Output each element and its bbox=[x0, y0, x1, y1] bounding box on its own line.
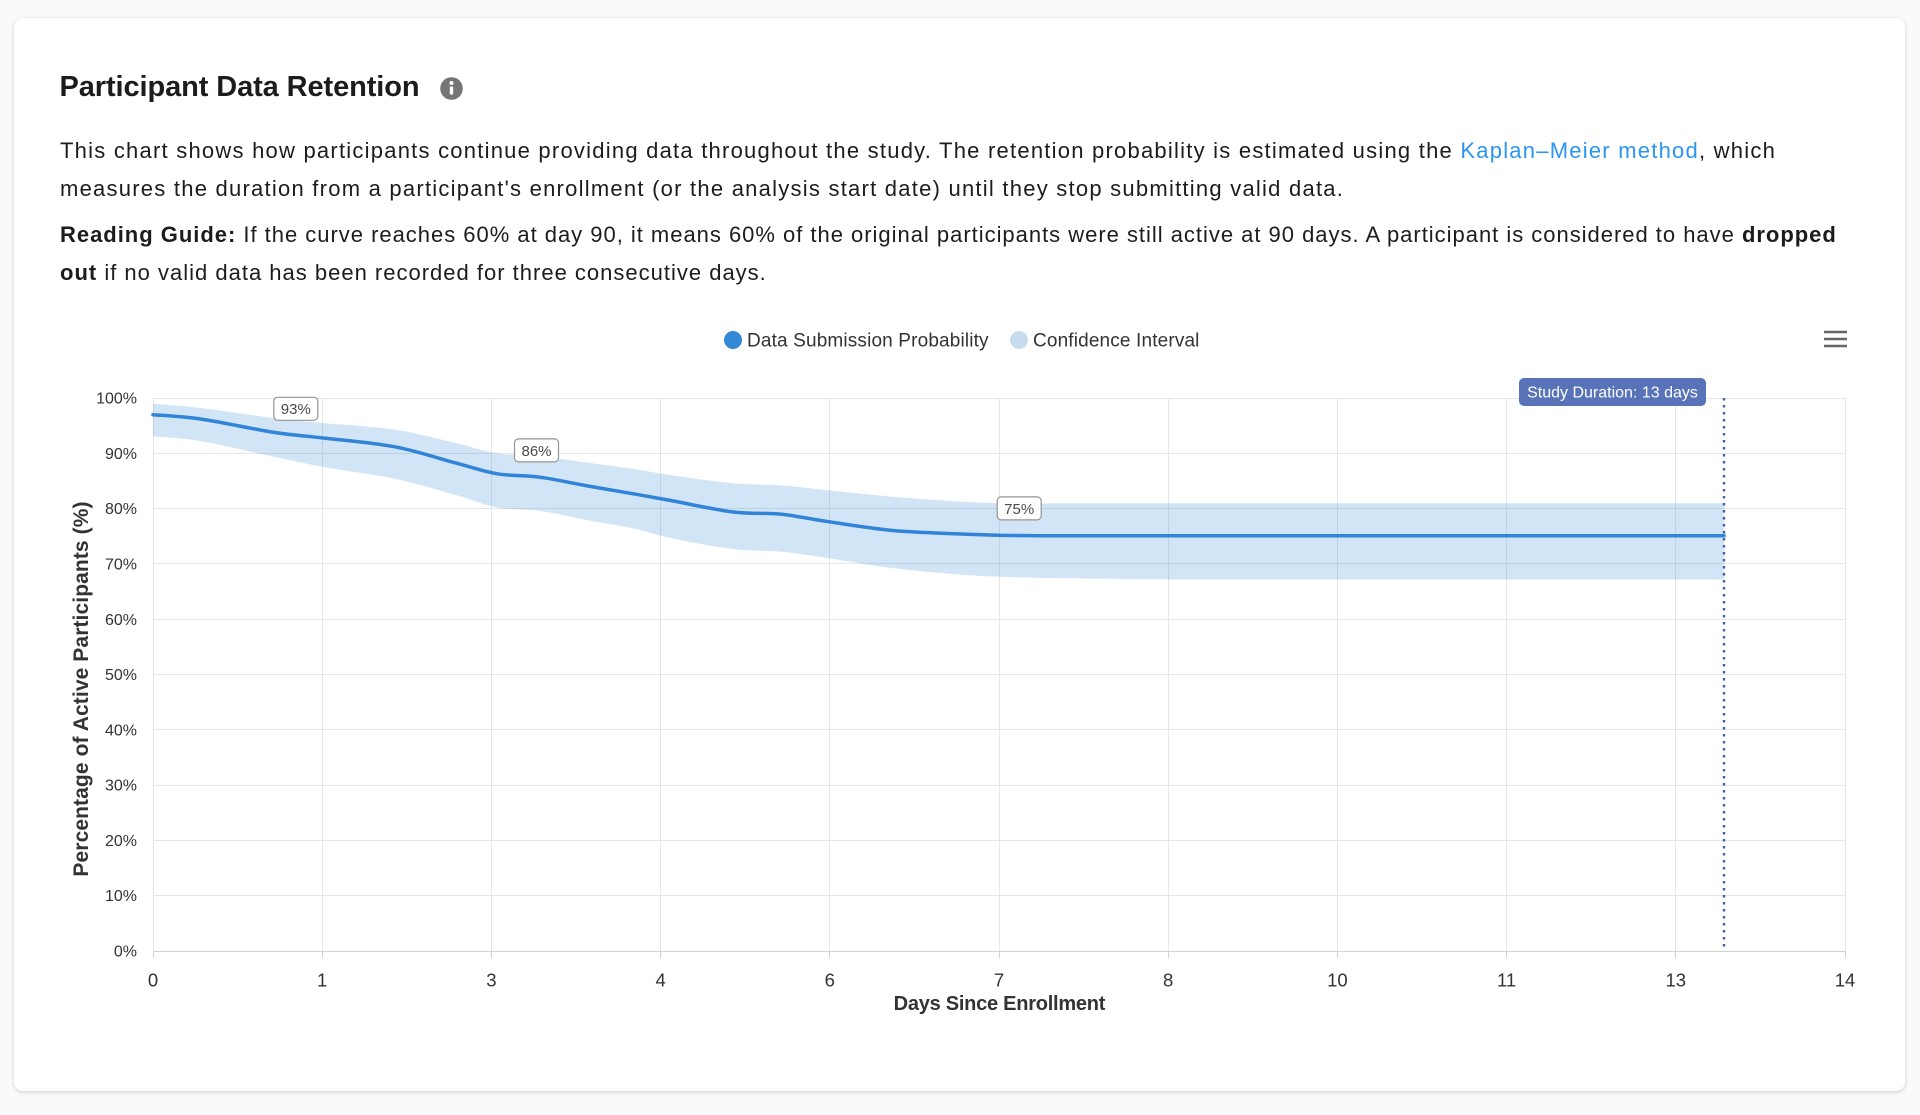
svg-text:7: 7 bbox=[994, 970, 1004, 991]
svg-text:4: 4 bbox=[655, 970, 665, 991]
svg-text:0: 0 bbox=[148, 970, 158, 991]
svg-text:Study Duration: 13 days: Study Duration: 13 days bbox=[1527, 385, 1698, 402]
svg-text:1: 1 bbox=[317, 970, 327, 991]
svg-text:70%: 70% bbox=[105, 557, 137, 574]
svg-text:75%: 75% bbox=[1004, 501, 1034, 518]
svg-text:40%: 40% bbox=[105, 722, 137, 739]
svg-text:0%: 0% bbox=[114, 944, 137, 961]
svg-text:90%: 90% bbox=[105, 446, 137, 463]
svg-text:10: 10 bbox=[1327, 970, 1348, 991]
svg-text:60%: 60% bbox=[105, 612, 137, 629]
svg-text:80%: 80% bbox=[105, 501, 137, 518]
svg-text:50%: 50% bbox=[105, 667, 137, 684]
svg-text:Confidence Interval: Confidence Interval bbox=[1033, 331, 1200, 352]
svg-text:Data Submission Probability: Data Submission Probability bbox=[747, 331, 989, 352]
svg-text:86%: 86% bbox=[521, 443, 551, 460]
svg-text:93%: 93% bbox=[281, 401, 311, 418]
svg-text:Percentage of Active Participa: Percentage of Active Participants (%) bbox=[70, 501, 93, 876]
svg-text:3: 3 bbox=[486, 970, 496, 991]
svg-text:11: 11 bbox=[1497, 970, 1516, 991]
svg-text:13: 13 bbox=[1666, 970, 1687, 991]
svg-text:6: 6 bbox=[825, 970, 835, 991]
svg-text:8: 8 bbox=[1163, 970, 1173, 991]
svg-text:100%: 100% bbox=[96, 391, 137, 408]
svg-text:30%: 30% bbox=[105, 778, 137, 795]
svg-text:10%: 10% bbox=[105, 888, 137, 905]
svg-text:Days Since Enrollment: Days Since Enrollment bbox=[894, 993, 1106, 1015]
svg-text:20%: 20% bbox=[105, 833, 137, 850]
svg-text:14: 14 bbox=[1835, 970, 1856, 991]
